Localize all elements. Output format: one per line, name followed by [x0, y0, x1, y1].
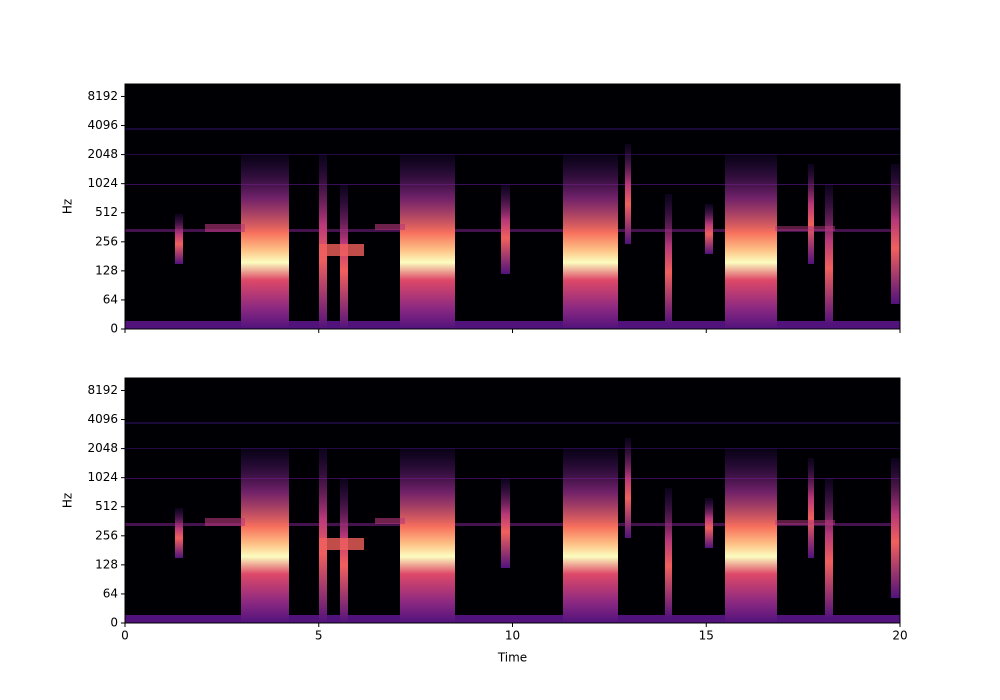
y-tick-label: 1024 [87, 176, 118, 190]
y-tick-label: 64 [103, 292, 118, 306]
x-tick-label: 15 [699, 629, 714, 643]
spectrogram-image [125, 378, 900, 623]
y-tick-label: 2048 [87, 441, 118, 455]
y-tick-label: 1024 [87, 470, 118, 484]
x-tick-label: 10 [505, 629, 520, 643]
y-tick-label: 8192 [87, 383, 118, 397]
y-tick-label: 512 [95, 205, 118, 219]
x-axis-label: Time [497, 651, 527, 665]
y-tick-label: 0 [110, 322, 118, 336]
y-axis-label: Hz [61, 493, 75, 508]
x-tick-label: 20 [892, 629, 907, 643]
y-tick-label: 4096 [87, 412, 118, 426]
y-tick-label: 256 [95, 234, 118, 248]
y-axis-label: Hz [61, 199, 75, 214]
x-tick-label: 5 [315, 629, 323, 643]
y-tick-label: 128 [95, 263, 118, 277]
y-tick-label: 8192 [87, 89, 118, 103]
y-tick-label: 512 [95, 499, 118, 513]
x-tick-label: 0 [121, 629, 129, 643]
y-tick-label: 64 [103, 586, 118, 600]
spectrogram-image [125, 84, 900, 329]
y-tick-label: 256 [95, 528, 118, 542]
y-tick-label: 2048 [87, 147, 118, 161]
y-tick-label: 0 [110, 616, 118, 630]
y-tick-label: 128 [95, 557, 118, 571]
y-tick-label: 4096 [87, 118, 118, 132]
